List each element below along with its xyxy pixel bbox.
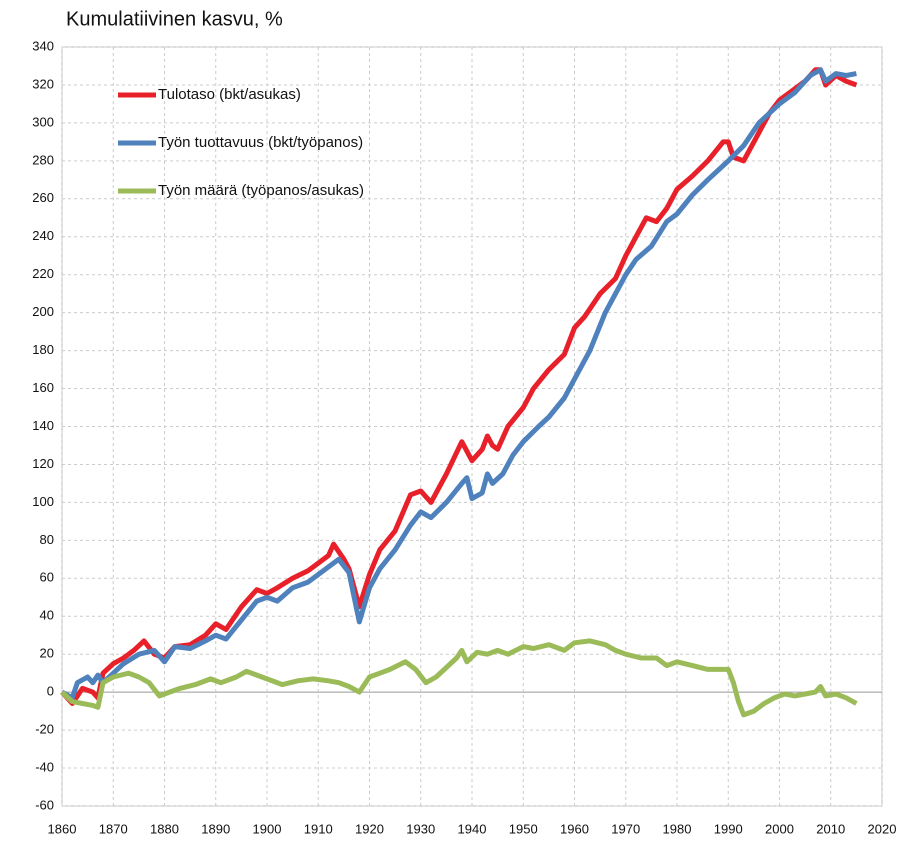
line xyxy=(60,67,857,701)
y-tick-label: 140 xyxy=(32,418,54,433)
x-tick-label: 1950 xyxy=(509,821,538,836)
x-tick-label: 1940 xyxy=(458,821,487,836)
x-tick-label: 1980 xyxy=(663,821,692,836)
y-tick-label: 220 xyxy=(32,266,54,281)
y-tick-label: 260 xyxy=(32,190,54,205)
y-tick-label: 20 xyxy=(40,646,54,661)
x-tick-label: 1960 xyxy=(560,821,589,836)
y-tick-label: 160 xyxy=(32,380,54,395)
x-tick-label: 1910 xyxy=(304,821,333,836)
y-tick-label: 180 xyxy=(32,342,54,357)
y-tick-label: 240 xyxy=(32,228,54,243)
x-tick-label: 1880 xyxy=(150,821,179,836)
x-tick-label: 1990 xyxy=(714,821,743,836)
x-tick-label: 1860 xyxy=(48,821,77,836)
y-tick-label: 320 xyxy=(32,76,54,91)
y-tick-label: -60 xyxy=(35,797,54,812)
y-tick-label: 80 xyxy=(40,532,54,547)
x-tick-label: 1890 xyxy=(201,821,230,836)
chart-title: Kumulatiivinen kasvu, % xyxy=(66,8,283,30)
x-tick-label: 1870 xyxy=(99,821,128,836)
legend-label: Työn tuottavuus (bkt/työpanos) xyxy=(158,134,363,151)
x-tick-label: 2000 xyxy=(765,821,794,836)
x-tick-label: 2020 xyxy=(868,821,897,836)
legend-label: Työn määrä (työpanos/asukas) xyxy=(158,182,364,199)
y-tick-label: 200 xyxy=(32,304,54,319)
y-tick-label: 0 xyxy=(47,684,54,699)
x-tick-label: 1900 xyxy=(253,821,282,836)
y-tick-label: -40 xyxy=(35,759,54,774)
y-tick-label: 40 xyxy=(40,608,54,623)
y-tick-label: 60 xyxy=(40,570,54,585)
y-tick-label: 100 xyxy=(32,494,54,509)
y-tick-label: 280 xyxy=(32,152,54,167)
y-tick-label: 120 xyxy=(32,456,54,471)
x-tick-label: 1930 xyxy=(406,821,435,836)
line xyxy=(60,638,858,718)
y-tick-label: -20 xyxy=(35,722,54,737)
y-tick-label: 340 xyxy=(32,38,54,53)
x-tick-label: 2010 xyxy=(816,821,845,836)
legend-label: Tulotaso (bkt/asukas) xyxy=(158,86,301,103)
y-tick-label: 300 xyxy=(32,114,54,129)
x-tick-label: 1920 xyxy=(355,821,384,836)
x-tick-label: 1970 xyxy=(611,821,640,836)
